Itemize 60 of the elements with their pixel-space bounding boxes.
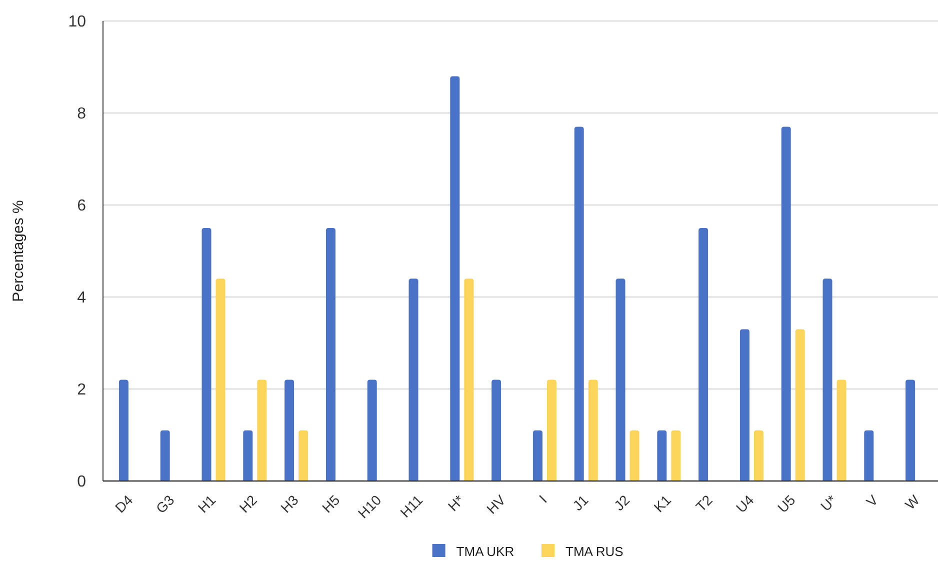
legend-label: TMA UKR [456, 544, 514, 559]
bar [216, 278, 226, 481]
x-tick-label: U* [817, 491, 840, 514]
bar [464, 278, 474, 481]
bar [532, 430, 542, 481]
bar [630, 430, 640, 481]
bar [492, 380, 502, 481]
bar [546, 380, 556, 481]
x-tick-label: U4 [732, 492, 757, 516]
bar [795, 329, 805, 481]
bar [118, 380, 128, 481]
bar [740, 329, 750, 481]
bar [822, 278, 832, 481]
bar [906, 380, 916, 481]
y-tick-label: 4 [77, 290, 86, 307]
bar [671, 430, 681, 481]
y-tick-label: 10 [68, 14, 86, 31]
x-tick-label: J2 [610, 492, 633, 514]
bar [836, 380, 846, 481]
x-tick-label: J1 [569, 492, 592, 514]
bar [284, 380, 294, 481]
bar [326, 228, 336, 481]
x-tick-label: H5 [318, 492, 343, 516]
bar [698, 228, 708, 481]
bar [408, 278, 418, 481]
bar [588, 380, 598, 481]
bar [574, 126, 584, 481]
x-tick-label: K1 [650, 492, 674, 516]
x-tick-label: I [536, 492, 550, 506]
bar [657, 430, 667, 481]
bar [754, 430, 764, 481]
y-tick-label: 6 [77, 198, 86, 215]
y-tick-label: 8 [77, 106, 86, 123]
y-axis-title: Percentages % [10, 200, 27, 302]
x-tick-label: H2 [236, 492, 260, 516]
x-tick-label: H* [444, 491, 468, 514]
x-tick-label: G3 [152, 492, 178, 516]
bar [243, 430, 253, 481]
x-tick-label: D4 [112, 492, 136, 516]
x-tick-label: H3 [277, 492, 302, 516]
x-tick-label: V [863, 491, 882, 510]
bar [202, 228, 212, 481]
x-tick-label: HV [483, 491, 509, 517]
bar [781, 126, 791, 481]
bar [298, 430, 308, 481]
y-tick-label: 0 [77, 474, 86, 491]
bar [616, 278, 626, 481]
bar [864, 430, 874, 481]
x-tick-label: U5 [774, 492, 798, 516]
x-tick-label: T2 [692, 492, 716, 515]
x-tick-label: H10 [354, 492, 384, 522]
x-tick-label: H1 [194, 492, 219, 516]
y-tick-label: 2 [77, 382, 86, 399]
bar [257, 380, 267, 481]
x-tick-label: W [902, 491, 923, 512]
legend-label: TMA RUS [566, 544, 624, 559]
bar [160, 430, 170, 481]
bar [367, 380, 377, 481]
bar [450, 76, 460, 481]
x-tick-label: H11 [396, 492, 426, 521]
